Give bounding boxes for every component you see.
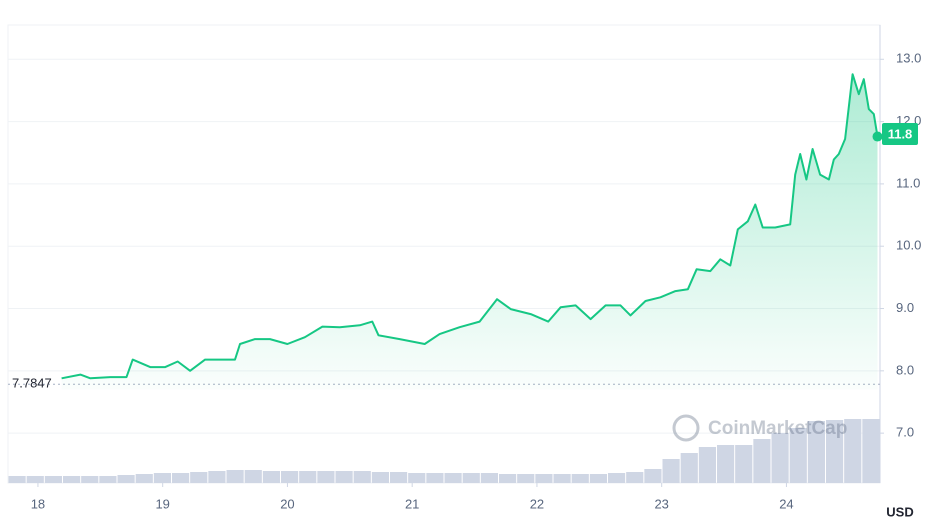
volume-bar (844, 419, 862, 483)
volume-bar (680, 453, 698, 483)
volume-bar (299, 471, 317, 483)
area-fill (61, 74, 878, 390)
y-tick-label: 13.0 (896, 51, 921, 66)
volume-bar (390, 472, 408, 483)
x-tick-label: 23 (654, 496, 668, 511)
volume-bar (826, 420, 844, 483)
volume-bar (408, 473, 426, 483)
x-tick-label: 20 (280, 496, 294, 511)
last-point (872, 131, 883, 142)
volume-bar (608, 473, 626, 483)
x-tick-label: 18 (31, 496, 45, 511)
volume-bar (244, 470, 262, 483)
volume-bar (172, 473, 190, 483)
volume-bar (153, 473, 171, 483)
volume-bar (190, 472, 208, 483)
volume-bar (499, 474, 517, 483)
volume-bar (117, 475, 135, 483)
volume-bar (807, 421, 825, 483)
volume-bar (44, 476, 62, 483)
x-tick-label: 19 (155, 496, 169, 511)
volume-bar (698, 447, 716, 483)
volume-bar (462, 473, 480, 483)
watermark: CoinMarketCap (672, 414, 847, 442)
volume-bar (771, 433, 789, 483)
volume-bar (753, 439, 771, 483)
volume-bar (81, 476, 99, 483)
currency-label: USD (886, 504, 913, 519)
volume-bar (480, 473, 498, 483)
volume-bar (571, 474, 589, 483)
volume-bar (26, 476, 44, 483)
price-badge-label: 11.8 (888, 126, 913, 141)
watermark-text: CoinMarketCap (708, 418, 847, 439)
volume-bar (735, 445, 753, 483)
volume-bar (208, 471, 226, 483)
y-tick-label: 11.0 (896, 175, 920, 190)
volume-bar (281, 471, 299, 483)
y-tick-label: 7.0 (896, 425, 914, 440)
x-tick-label: 22 (530, 496, 544, 511)
volume-bar (317, 471, 335, 483)
volume-bar (553, 474, 571, 483)
volume-bar (353, 471, 371, 483)
volume-bar (63, 476, 81, 483)
volume-bar (517, 474, 535, 483)
volume-bar (626, 472, 644, 483)
volume-bar (262, 471, 280, 483)
y-tick-label: 8.0 (896, 362, 914, 377)
volume-bar (589, 474, 607, 483)
volume-bar (444, 473, 462, 483)
price-badge (882, 123, 918, 146)
plot: 7.7847 11.8 (8, 73, 918, 391)
volume-bar (426, 473, 444, 483)
x-tick-label: 24 (779, 496, 793, 511)
reference-label: 7.7847 (12, 376, 52, 391)
x-tick-label: 21 (405, 496, 419, 511)
volume-bar (644, 469, 662, 483)
volume-bar (662, 459, 680, 483)
y-tick-label: 9.0 (896, 300, 914, 315)
price-line (61, 73, 879, 380)
volume (8, 419, 880, 483)
volume-bar (135, 474, 153, 483)
y-tick-label: 10.0 (896, 238, 921, 253)
volume-bar (535, 474, 553, 483)
volume-bar (226, 470, 244, 483)
volume-bar (371, 472, 389, 483)
volume-bar (789, 428, 807, 483)
volume-bar (717, 445, 735, 483)
volume-bar (99, 476, 117, 483)
volume-bar (335, 471, 353, 483)
volume-bar (862, 419, 880, 483)
volume-bar (8, 476, 26, 483)
